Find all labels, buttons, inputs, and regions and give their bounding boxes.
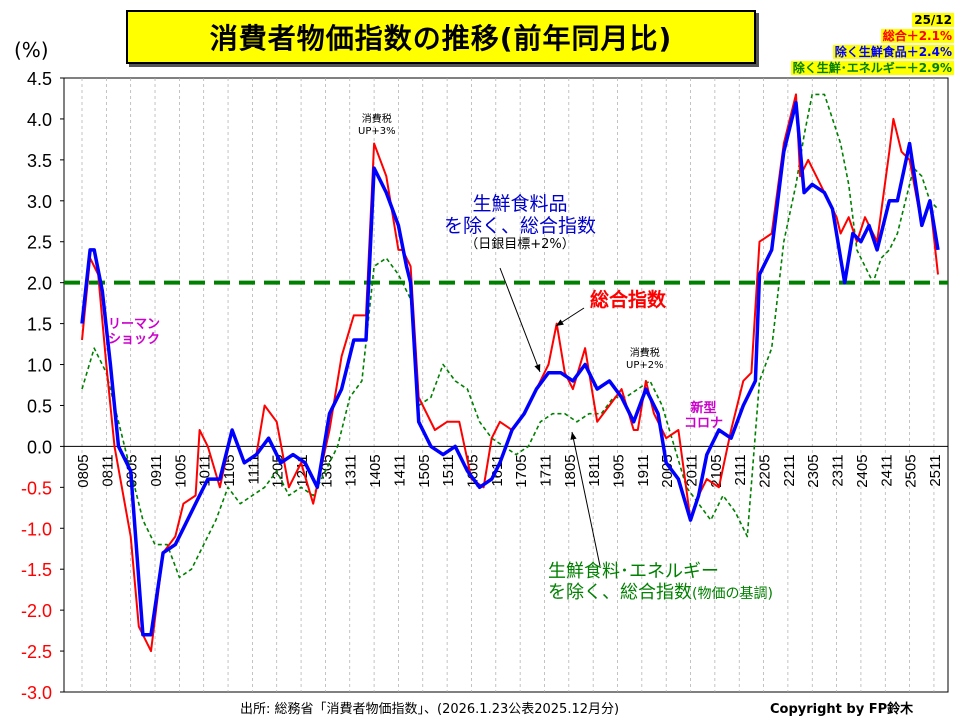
- legend-item-headline: 総合＋2.1%: [880, 29, 954, 43]
- y-axis-unit: (%): [14, 38, 49, 62]
- y-tick-label: 0.5: [27, 396, 52, 416]
- annotation-tax-hike-2019: 消費税 UP+2%: [626, 348, 664, 371]
- corecore-line3: (物価の基調): [692, 585, 773, 602]
- x-tick-label: 2305: [805, 454, 822, 487]
- core-line1: 生鮮食料品: [472, 193, 568, 215]
- y-axis-ticks: 4.5 4.0 3.5 3.0 2.5 2.0 1.5 1.0 0.5 0.0 -0.5 -1.0 -1…: [21, 69, 64, 703]
- corecore-line2: を除く、総合指数: [548, 581, 692, 603]
- y-tick-label: -0.5: [21, 478, 52, 498]
- chart-title: 消費者物価指数の推移(前年同月比): [126, 10, 756, 64]
- x-tick-label: 1805: [562, 454, 579, 487]
- x-tick-label: 2211: [781, 454, 798, 486]
- x-tick-label: 2411: [878, 454, 895, 486]
- annotation-core-cpi: 生鮮食料品 を除く、総合指数 （日銀目標+2%）: [444, 193, 597, 253]
- arrow-core: [499, 267, 541, 373]
- plot-frame: [63, 77, 949, 693]
- y-tick-label: 1.5: [27, 315, 52, 335]
- x-tick-label: 2405: [854, 454, 871, 487]
- x-tick-label: 2005: [659, 454, 676, 487]
- y-tick-label: 0.0: [27, 437, 52, 457]
- copyright: Copyright by FP鈴木: [770, 702, 914, 717]
- x-tick-label: 0811: [99, 454, 116, 486]
- x-tick-label: 0911: [148, 454, 165, 486]
- legend-date: 25/12: [912, 13, 954, 27]
- x-tick-label: 2111: [732, 454, 749, 485]
- annotation-corecore-cpi: 生鮮食料･エネルギー を除く、総合指数(物価の基調): [548, 561, 773, 603]
- x-tick-label: 2205: [757, 454, 774, 487]
- core-line3: （日銀目標+2%）: [465, 236, 575, 252]
- x-tick-label: 1411: [391, 454, 408, 486]
- x-tick-label: 1505: [416, 454, 433, 487]
- x-tick-label: 2505: [903, 454, 920, 487]
- y-tick-label: 1.0: [27, 356, 52, 376]
- x-tick-label: 1911: [635, 454, 652, 486]
- y-tick-label: -3.0: [21, 683, 52, 703]
- x-tick-label: 1811: [586, 454, 603, 486]
- series-core: [80, 100, 940, 637]
- y-tick-label: -1.0: [21, 519, 52, 539]
- series-headline: [81, 93, 939, 653]
- chart-grid: [63, 77, 949, 693]
- core-line2: を除く、総合指数: [444, 214, 597, 237]
- y-tick-label: -2.0: [21, 601, 52, 621]
- x-tick-label: 1705: [513, 454, 530, 487]
- y-tick-label: 3.0: [27, 192, 52, 212]
- x-tick-label: 1711: [537, 454, 554, 486]
- legend-item-corecore: 除く生鮮･エネルギー＋2.9%: [790, 61, 954, 75]
- arrow-corecore: [571, 431, 601, 567]
- y-tick-label: 2.5: [27, 233, 52, 253]
- corecore-line1: 生鮮食料･エネルギー: [548, 561, 719, 582]
- y-tick-label: -1.5: [21, 560, 52, 580]
- x-tick-label: 2011: [684, 454, 701, 486]
- x-tick-label: 2511: [927, 454, 944, 486]
- annotation-tax-hike-2014: 消費税 UP+3%: [358, 114, 396, 137]
- x-tick-label: 1111: [245, 454, 262, 484]
- y-tick-label: 4.5: [27, 69, 52, 89]
- y-tick-label: 2.0: [27, 274, 52, 294]
- annotation-corona: 新型 コロナ: [684, 401, 724, 431]
- y-tick-label: -2.5: [21, 642, 52, 662]
- legend: 25/12 総合＋2.1% 除く生鮮食品＋2.4% 除く生鮮･エネルギー＋2.9…: [790, 12, 954, 76]
- legend-item-core: 除く生鮮食品＋2.4%: [832, 45, 954, 59]
- annotation-headline-cpi: 総合指数: [590, 289, 667, 311]
- arrow-corecore-head: [570, 432, 577, 440]
- x-tick-label: 1311: [343, 454, 360, 486]
- series-corecore: [81, 93, 939, 579]
- source-note: 出所: 総務省「消費者物価指数」、(2026.1.23公表2025.12月分): [240, 702, 620, 717]
- chart-series: [80, 93, 940, 653]
- annotation-lehman: リーマン ショック: [108, 317, 161, 347]
- x-tick-label: 1405: [367, 454, 384, 487]
- annotation-arrows: [499, 267, 601, 567]
- y-tick-label: 3.5: [27, 151, 52, 171]
- x-tick-label: 0805: [75, 454, 92, 487]
- x-tick-label: 1905: [611, 454, 628, 487]
- arrow-headline-head: [556, 319, 564, 326]
- x-tick-label: 2311: [830, 454, 847, 486]
- y-tick-label: 4.0: [27, 110, 52, 130]
- x-tick-label: 1005: [172, 454, 189, 487]
- x-tick-label: 1511: [440, 454, 457, 486]
- arrow-core-head: [534, 364, 541, 372]
